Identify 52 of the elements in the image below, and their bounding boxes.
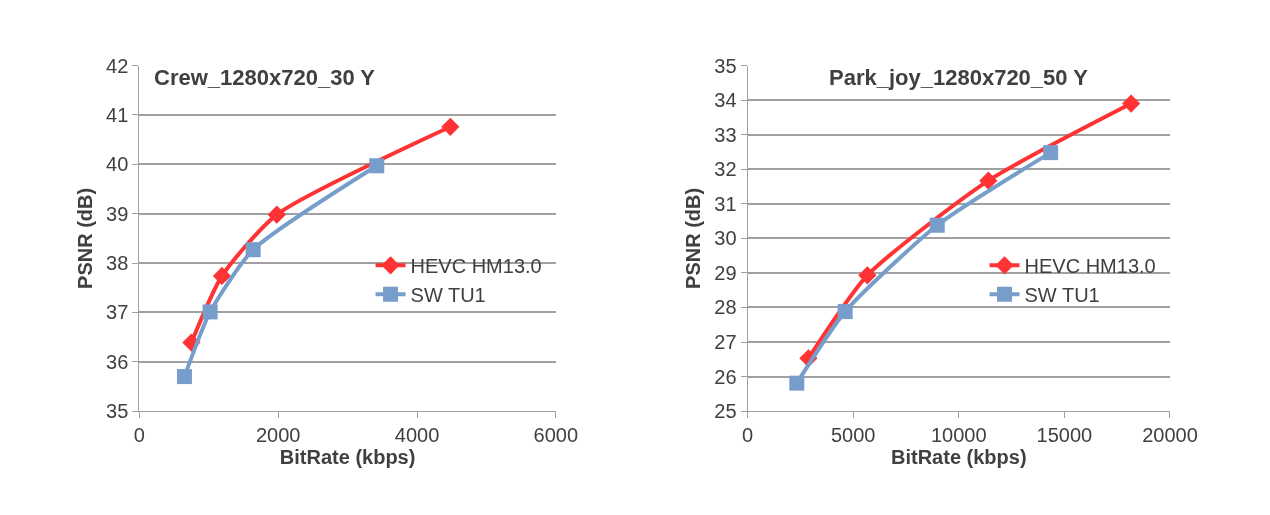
chart-title: Park_joy_1280x720_50 Y (829, 65, 1089, 90)
point (176, 369, 192, 385)
x-axis-title: BitRate (kbps) (891, 446, 1027, 469)
y-tick-label: 32 (714, 158, 737, 181)
point (212, 266, 232, 285)
point (441, 117, 460, 136)
point (202, 304, 218, 320)
y-tick-label: 30 (714, 227, 737, 250)
x-tick-label: 2000 (255, 424, 301, 447)
y-tick-label: 25 (714, 400, 737, 423)
y-tick-label: 38 (106, 252, 129, 275)
y-tick-label: 33 (714, 123, 737, 146)
point (979, 171, 998, 190)
x-tick-label: 5000 (830, 424, 876, 447)
point (858, 266, 877, 285)
x-tick-label: 20000 (1142, 424, 1198, 447)
legend-label: SW TU1 (410, 284, 486, 307)
y-tick-label: 40 (106, 153, 129, 176)
legend-label: HEVC HM13.0 (410, 255, 542, 278)
point (369, 158, 385, 174)
chart-title: Crew_1280x720_30 Y (154, 65, 376, 90)
y-tick-label: 34 (714, 89, 737, 112)
legend-label: SW TU1 (1024, 284, 1100, 307)
x-tick-label: 0 (133, 424, 145, 447)
y-tick-label: 35 (714, 54, 737, 77)
y-axis-title: PSNR (dB) (681, 187, 704, 289)
x-tick-label: 6000 (533, 424, 579, 447)
y-tick-label: 26 (714, 365, 737, 388)
y-tick-label: 42 (106, 54, 129, 77)
x-tick-label: 0 (742, 424, 754, 447)
y-axis-title: PSNR (dB) (73, 187, 96, 289)
point (929, 217, 945, 233)
y-tick-label: 27 (714, 331, 737, 354)
point (245, 242, 261, 258)
y-tick-label: 31 (714, 192, 737, 215)
y-tick-label: 28 (714, 296, 737, 319)
y-tick-label: 35 (106, 400, 129, 423)
x-tick-label: 15000 (1036, 424, 1093, 447)
y-tick-label: 36 (106, 350, 129, 373)
x-tick-label: 4000 (394, 424, 440, 447)
point (837, 304, 853, 320)
x-axis-title: BitRate (kbps) (279, 446, 416, 469)
point (789, 375, 805, 391)
y-tick-label: 37 (106, 301, 129, 324)
legend-label: HEVC HM13.0 (1024, 255, 1156, 278)
y-tick-label: 29 (714, 261, 737, 284)
point (267, 205, 286, 224)
y-tick-label: 39 (106, 202, 129, 225)
point (1043, 145, 1059, 161)
point (1122, 94, 1141, 113)
y-tick-label: 41 (106, 103, 129, 126)
x-tick-label: 10000 (930, 424, 987, 447)
